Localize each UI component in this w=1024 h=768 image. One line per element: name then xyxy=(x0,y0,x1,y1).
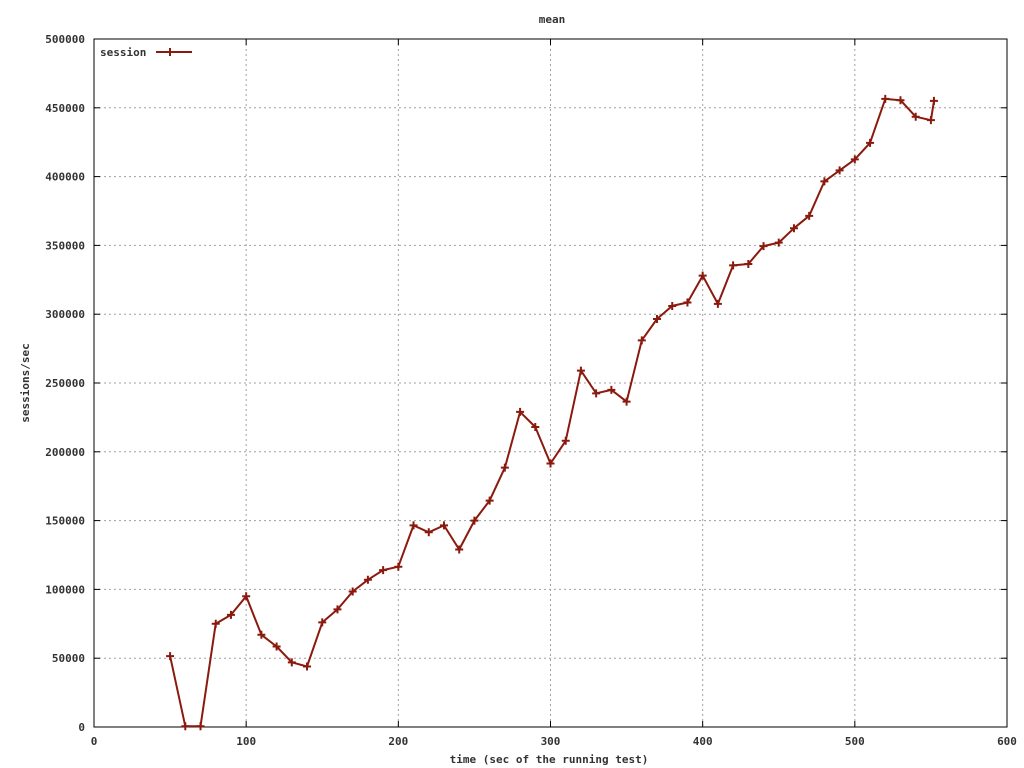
legend-marker xyxy=(166,48,174,56)
data-point xyxy=(196,722,205,731)
y-tick-label: 350000 xyxy=(45,239,85,252)
data-point xyxy=(576,366,585,375)
x-tick-label: 100 xyxy=(236,735,256,748)
y-tick-label: 300000 xyxy=(45,308,85,321)
x-axis-label: time (sec of the running test) xyxy=(450,753,649,766)
data-point xyxy=(683,298,692,307)
data-point xyxy=(881,94,890,103)
data-point xyxy=(242,592,251,601)
data-point xyxy=(729,261,738,270)
y-tick-label: 200000 xyxy=(45,446,85,459)
data-point xyxy=(379,566,388,575)
data-point xyxy=(546,459,555,468)
data-point xyxy=(668,301,677,310)
data-point xyxy=(516,407,525,416)
data-point xyxy=(531,423,540,432)
data-point xyxy=(805,211,814,220)
data-point xyxy=(318,618,327,627)
x-tick-label: 600 xyxy=(997,735,1017,748)
data-point xyxy=(470,516,479,525)
data-point xyxy=(637,336,646,345)
data-point xyxy=(303,662,312,671)
series-line-session xyxy=(169,97,935,728)
data-point xyxy=(439,521,448,530)
axis-ticks: 0 100 200 300 400 500 600 0 50000 100000 150000 200… xyxy=(45,33,1017,748)
data-point xyxy=(166,652,175,661)
y-tick-label: 500000 xyxy=(45,33,85,46)
data-point xyxy=(789,224,798,233)
y-tick-label: 50000 xyxy=(52,652,85,665)
y-tick-label: 150000 xyxy=(45,515,85,528)
data-point xyxy=(653,315,662,324)
x-tick-label: 200 xyxy=(388,735,408,748)
data-point xyxy=(394,562,403,571)
data-point xyxy=(926,116,935,125)
data-point xyxy=(866,138,875,147)
x-tick-label: 400 xyxy=(693,735,713,748)
x-tick-label: 500 xyxy=(845,735,865,748)
data-point xyxy=(409,521,418,530)
data-point xyxy=(257,630,266,639)
data-point xyxy=(759,242,768,251)
data-point xyxy=(774,238,783,247)
data-point xyxy=(348,587,357,596)
data-point xyxy=(820,177,829,186)
y-tick-label: 0 xyxy=(78,721,85,734)
y-tick-label: 450000 xyxy=(45,102,85,115)
data-point xyxy=(500,463,509,472)
data-point xyxy=(485,496,494,505)
data-point xyxy=(713,299,722,308)
legend-label: session xyxy=(100,46,146,59)
data-point xyxy=(850,155,859,164)
data-point xyxy=(226,610,235,619)
data-point xyxy=(561,436,570,445)
data-point xyxy=(835,166,844,175)
y-tick-label: 250000 xyxy=(45,377,85,390)
data-point xyxy=(363,575,372,584)
x-tick-label: 300 xyxy=(541,735,561,748)
chart-title: mean xyxy=(539,13,566,26)
data-point xyxy=(181,722,190,731)
data-point xyxy=(896,96,905,105)
data-point xyxy=(333,605,342,614)
data-point xyxy=(424,528,433,537)
legend: session xyxy=(100,46,192,59)
x-tick-label: 0 xyxy=(91,735,98,748)
y-axis-label: sessions/sec xyxy=(19,343,32,422)
series-layer xyxy=(166,94,938,731)
data-point xyxy=(698,271,707,280)
data-point xyxy=(211,619,220,628)
data-point xyxy=(622,397,631,406)
data-point xyxy=(455,545,464,554)
data-point xyxy=(744,259,753,268)
data-point xyxy=(272,642,281,651)
data-point xyxy=(592,389,601,398)
grid-lines xyxy=(94,39,1007,727)
data-point xyxy=(911,112,920,121)
data-point xyxy=(607,385,616,394)
data-point xyxy=(929,96,938,105)
y-tick-label: 400000 xyxy=(45,171,85,184)
y-tick-label: 100000 xyxy=(45,583,85,596)
data-point xyxy=(287,658,296,667)
